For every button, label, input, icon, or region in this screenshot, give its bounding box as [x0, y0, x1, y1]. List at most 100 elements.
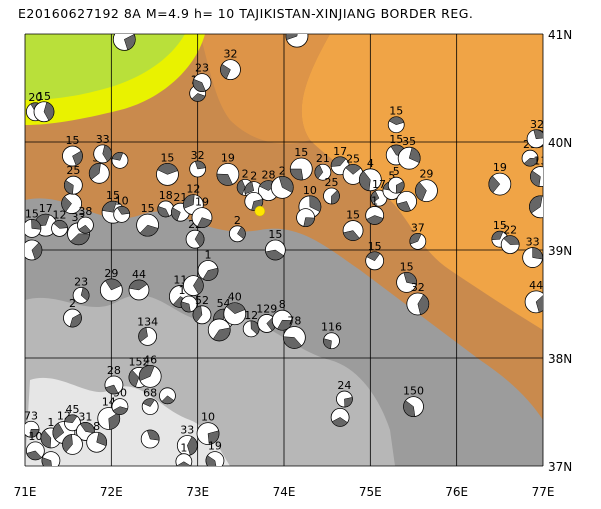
depth-label: 32	[411, 281, 425, 294]
focal-mechanism: 5	[387, 165, 405, 194]
focal-mechanism: 15	[25, 207, 42, 238]
focal-mechanism: 10	[25, 430, 45, 461]
focal-mechanism	[529, 195, 543, 219]
focal-mechanism: 15	[396, 260, 417, 293]
focal-mechanism	[140, 429, 160, 449]
depth-label: 10	[303, 184, 317, 197]
depth-label: 4	[367, 157, 374, 170]
focal-mechanism: 12	[51, 208, 68, 237]
depth-label: 129	[256, 302, 277, 315]
focal-mechanism: 24	[336, 379, 353, 408]
depth-label: 12	[53, 208, 67, 221]
depth-label: 23	[195, 62, 209, 75]
depth-label: 1	[47, 416, 54, 429]
depth-label: 17	[333, 145, 347, 158]
depth-label: 15	[268, 228, 282, 241]
depth-label: 2	[234, 214, 241, 227]
focal-mechanism: 46	[138, 353, 162, 388]
focal-mechanism: 44	[524, 279, 543, 314]
focal-mechanism: 32	[189, 149, 207, 178]
depth-label: 15	[493, 219, 507, 232]
depth-label: 15	[141, 202, 155, 215]
focal-mechanism	[207, 318, 231, 342]
depth-label: 15	[400, 260, 414, 273]
focal-mechanism	[526, 129, 543, 149]
focal-mechanism: 1	[197, 249, 219, 281]
depth-label: 25	[346, 152, 360, 165]
depth-label: 33	[96, 133, 110, 146]
focal-mechanism	[182, 275, 204, 297]
latitude-label: 39N	[548, 244, 572, 258]
focal-mechanism: 25	[323, 176, 340, 205]
depth-label: 15	[389, 105, 403, 118]
focal-mechanism: 73	[25, 409, 40, 438]
focal-mechanism	[112, 34, 136, 51]
depth-label: 15	[389, 133, 403, 146]
focal-mechanism: 23	[192, 62, 212, 92]
depth-label: 18	[159, 189, 173, 202]
focal-mechanism: 19	[216, 151, 240, 186]
depth-label: 5	[393, 165, 400, 178]
axis-labels: 71E 72E 73E 74E 75E 76E 77E 41N 40N 39N 38N 37N	[14, 28, 573, 499]
longitude-label: 72E	[100, 485, 123, 499]
longitude-label: 77E	[532, 485, 555, 499]
depth-label: 78	[287, 314, 301, 327]
focal-mechanism: 15	[136, 202, 159, 237]
depth-label: 40	[228, 291, 242, 304]
focal-mechanism: 15	[62, 134, 83, 167]
focal-mechanism: 1	[365, 194, 385, 225]
depth-label: 37	[411, 221, 425, 234]
depth-label: 32	[191, 149, 205, 162]
map-title: E20160627192 8A M=4.9 h= 10 TAJIKISTAN-X…	[18, 6, 474, 21]
focal-mechanism: 10	[298, 184, 322, 219]
depth-label: 22	[503, 224, 517, 237]
focal-mechanism: 15	[387, 105, 405, 134]
depth-label: 31	[78, 410, 92, 423]
focal-mechanism	[25, 239, 43, 261]
depth-label: 116	[321, 321, 342, 334]
depth-label: 32	[223, 48, 237, 61]
focal-mechanism: 17	[370, 178, 388, 207]
focal-mechanism: 4	[358, 157, 382, 192]
epicenter-marker	[254, 205, 266, 217]
depth-label: 15	[106, 189, 120, 202]
depth-label: 19	[208, 440, 222, 453]
focal-mechanism: 32	[406, 281, 430, 316]
focal-mechanism: 33	[522, 236, 543, 268]
depth-label: 68	[143, 387, 157, 400]
focal-mechanism	[62, 433, 83, 455]
depth-label: 13	[533, 155, 547, 168]
depth-label: 15	[25, 207, 39, 220]
depth-label: 25	[324, 176, 338, 189]
focal-mechanism: 35	[397, 135, 421, 170]
depth-label: 17	[372, 178, 386, 191]
focal-mechanism: 25	[63, 164, 83, 195]
focal-mechanism: 15	[33, 90, 55, 123]
focal-mechanism: 44	[128, 268, 150, 301]
depth-label: 1	[180, 442, 187, 455]
depth-label: 21	[316, 152, 330, 165]
depth-label: 15	[346, 209, 360, 222]
depth-label: 10	[115, 194, 129, 207]
focal-mechanism: 33	[93, 133, 113, 164]
longitude-label: 74E	[273, 485, 296, 499]
focal-mechanism: 15	[365, 240, 385, 271]
depth-label: 12	[186, 183, 200, 196]
depth-label: 19	[493, 161, 507, 174]
focal-mechanism: 22	[500, 224, 520, 255]
focal-mechanism: 15	[289, 146, 313, 181]
focal-mechanism: 40	[223, 291, 247, 326]
focal-mechanism: 10	[113, 194, 131, 223]
focal-mechanism	[111, 151, 129, 169]
depth-label: 15	[65, 134, 79, 147]
focal-mechanism: 38	[77, 205, 94, 234]
depth-label: 150	[403, 385, 424, 398]
depth-label: 28	[107, 364, 121, 377]
latitude-label: 37N	[548, 460, 572, 474]
depth-label: 2	[250, 170, 257, 183]
graticule	[24, 33, 544, 467]
focal-mechanism: 33	[176, 423, 198, 456]
depth-label: 45	[65, 403, 79, 416]
depth-label: 15	[160, 151, 174, 164]
